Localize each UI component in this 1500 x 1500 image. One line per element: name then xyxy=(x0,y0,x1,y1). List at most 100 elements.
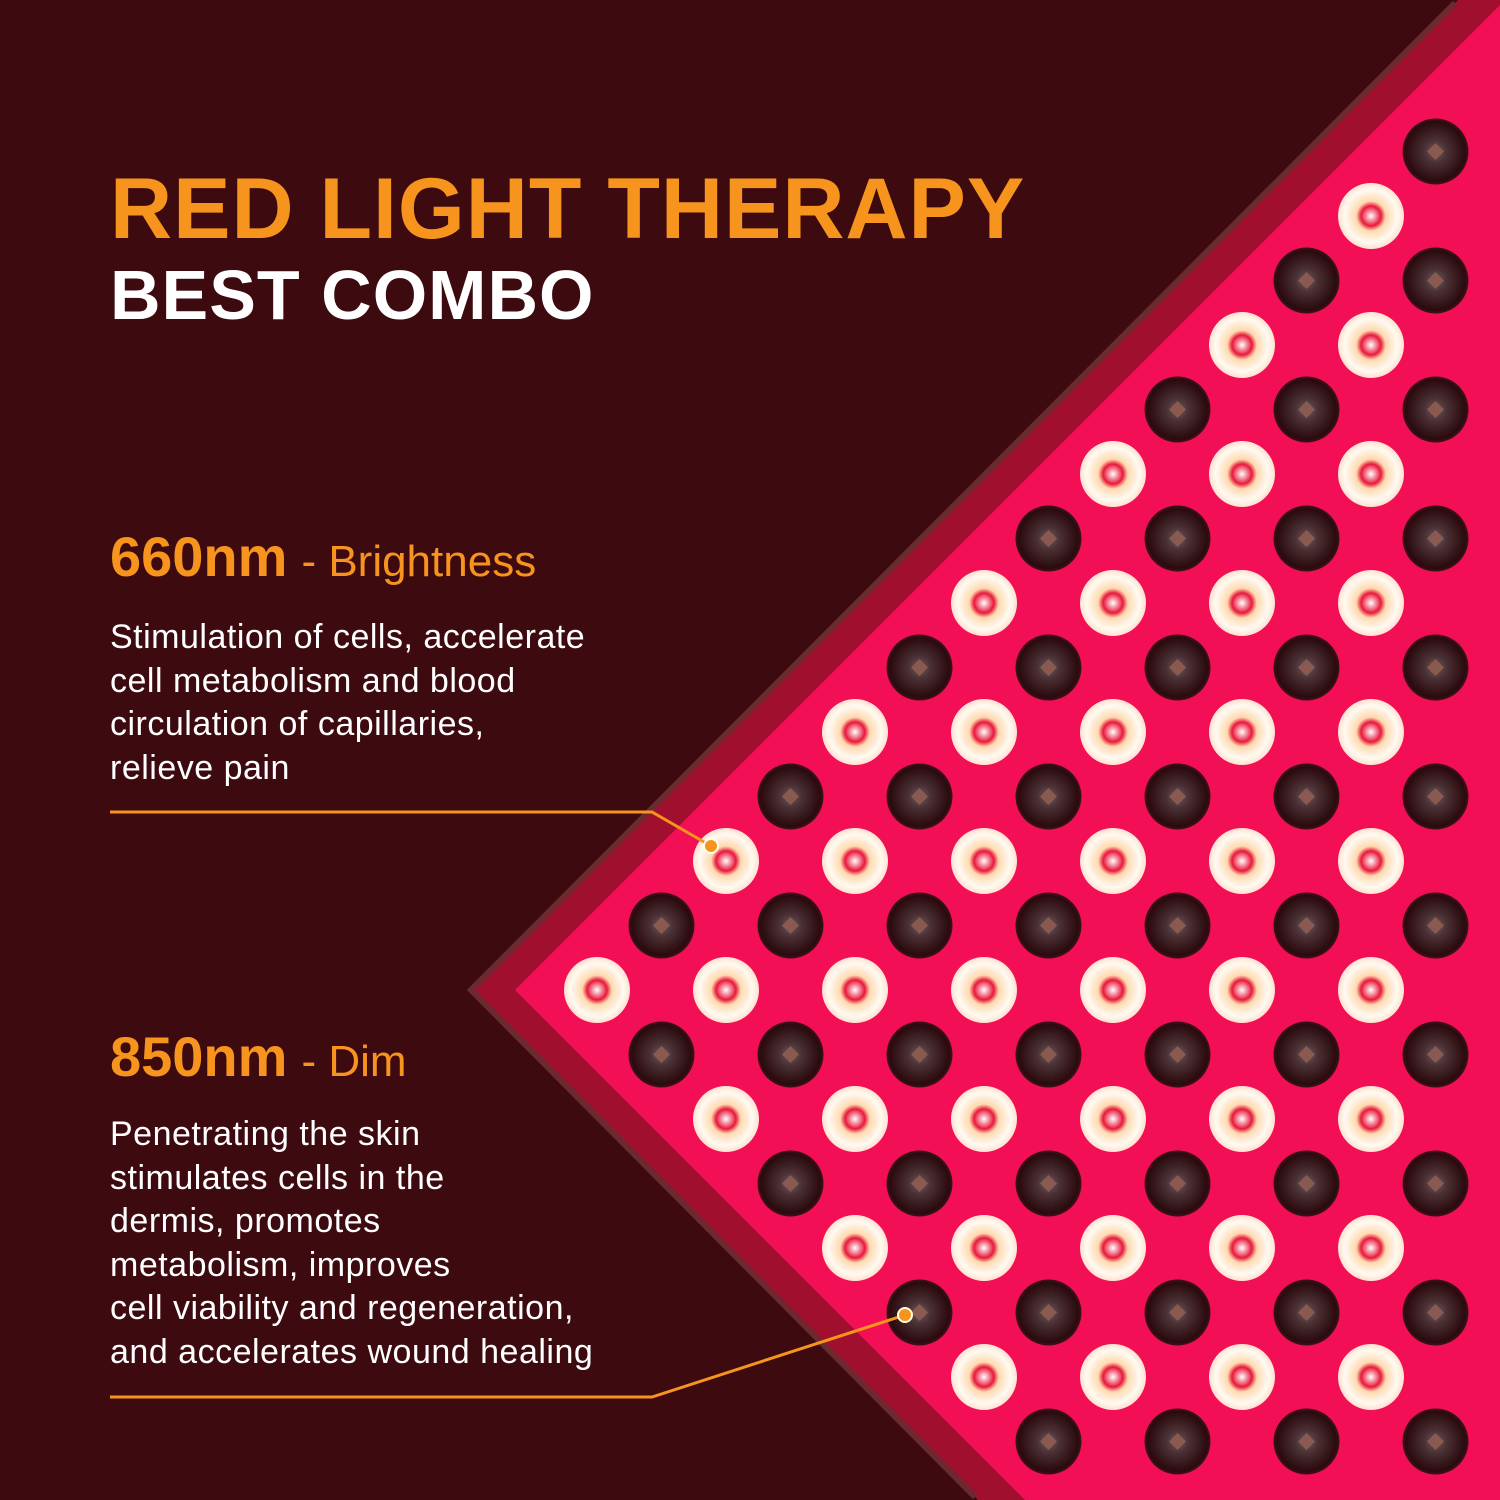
led-chip xyxy=(782,788,799,805)
led-chip xyxy=(1040,1304,1057,1321)
feature-heading-660nm: 660nm - Brightness xyxy=(110,524,536,589)
led-chip xyxy=(1040,1175,1057,1192)
led-660nm xyxy=(951,828,1017,894)
led-660nm xyxy=(951,1086,1017,1152)
led-660nm xyxy=(1080,699,1146,765)
led-660nm xyxy=(693,957,759,1023)
led-660nm xyxy=(693,828,759,894)
led-chip xyxy=(911,1175,928,1192)
led-chip xyxy=(653,1046,670,1063)
feature-description-850nm: Penetrating the skin stimulates cells in… xyxy=(110,1115,594,1371)
led-660nm xyxy=(1080,441,1146,507)
wavelength: 850nm xyxy=(110,1025,288,1088)
led-chip xyxy=(782,917,799,934)
led-chip xyxy=(782,1046,799,1063)
led-660nm xyxy=(1080,828,1146,894)
led-chip xyxy=(1427,917,1444,934)
page-subtitle: BEST COMBO xyxy=(110,256,595,334)
led-660nm xyxy=(1338,1344,1404,1410)
led-660nm xyxy=(1338,570,1404,636)
led-660nm xyxy=(1209,828,1275,894)
led-chip xyxy=(1040,917,1057,934)
led-chip xyxy=(911,1046,928,1063)
led-chip xyxy=(1298,659,1315,676)
led-660nm xyxy=(1338,957,1404,1023)
led-chip xyxy=(1427,1046,1444,1063)
led-660nm xyxy=(1338,1215,1404,1281)
led-660nm xyxy=(1209,312,1275,378)
led-chip xyxy=(1298,1046,1315,1063)
led-660nm xyxy=(822,699,888,765)
led-660nm xyxy=(1080,1344,1146,1410)
wavelength-label: - Brightness xyxy=(301,537,537,586)
led-chip xyxy=(1040,1046,1057,1063)
led-chip xyxy=(911,1304,928,1321)
led-chip xyxy=(1169,659,1186,676)
led-660nm xyxy=(822,1215,888,1281)
led-660nm xyxy=(951,957,1017,1023)
led-660nm xyxy=(951,699,1017,765)
led-chip xyxy=(1427,659,1444,676)
panel-frame-edge xyxy=(466,0,1458,1500)
led-660nm xyxy=(1338,312,1404,378)
led-660nm xyxy=(1338,699,1404,765)
led-chip xyxy=(1298,917,1315,934)
callout-dot-660nm xyxy=(703,838,719,854)
led-660nm xyxy=(1338,441,1404,507)
led-660nm xyxy=(822,1086,888,1152)
led-chip xyxy=(1298,530,1315,547)
led-chip xyxy=(911,659,928,676)
led-chip xyxy=(1298,1304,1315,1321)
led-chip xyxy=(1298,788,1315,805)
led-660nm xyxy=(693,1086,759,1152)
led-660nm xyxy=(1338,1086,1404,1152)
led-660nm xyxy=(822,828,888,894)
led-chip xyxy=(1040,530,1057,547)
led-660nm xyxy=(1209,1086,1275,1152)
wavelength-label: - Dim xyxy=(301,1037,407,1086)
led-chip xyxy=(1040,1433,1057,1450)
led-chip xyxy=(1169,1175,1186,1192)
led-660nm xyxy=(1080,1215,1146,1281)
led-660nm xyxy=(1080,1086,1146,1152)
led-660nm xyxy=(1209,699,1275,765)
led-chip xyxy=(1169,1433,1186,1450)
led-660nm xyxy=(951,1344,1017,1410)
led-chip xyxy=(1169,917,1186,934)
led-660nm xyxy=(1209,1215,1275,1281)
led-chip xyxy=(653,917,670,934)
callout-dot-850nm xyxy=(897,1307,913,1323)
led-chip xyxy=(1298,1175,1315,1192)
callout-line-660nm xyxy=(110,810,712,848)
feature-description-660nm: Stimulation of cells, accelerate cell me… xyxy=(110,618,586,787)
led-chip xyxy=(1169,1046,1186,1063)
page-title: RED LIGHT THERAPY xyxy=(110,161,1026,257)
led-chip xyxy=(1040,659,1057,676)
led-660nm xyxy=(951,570,1017,636)
led-chip xyxy=(1427,1433,1444,1450)
led-660nm xyxy=(1338,183,1404,249)
led-660nm xyxy=(1209,1344,1275,1410)
led-chip xyxy=(1298,1433,1315,1450)
led-660nm xyxy=(1209,441,1275,507)
led-chip xyxy=(1169,530,1186,547)
led-chip xyxy=(1427,788,1444,805)
led-chip xyxy=(1427,1175,1444,1192)
led-chip xyxy=(1427,1304,1444,1321)
led-chip xyxy=(1169,1304,1186,1321)
led-chip xyxy=(1169,788,1186,805)
led-660nm xyxy=(1080,957,1146,1023)
callout-line-850nm xyxy=(110,1313,906,1399)
led-660nm xyxy=(1338,828,1404,894)
led-chip xyxy=(911,917,928,934)
led-660nm xyxy=(951,1215,1017,1281)
led-660nm xyxy=(1209,570,1275,636)
wavelength: 660nm xyxy=(110,525,288,588)
led-660nm xyxy=(1209,957,1275,1023)
led-chip xyxy=(911,788,928,805)
led-660nm xyxy=(822,957,888,1023)
feature-heading-850nm: 850nm - Dim xyxy=(110,1024,407,1089)
led-660nm xyxy=(1080,570,1146,636)
led-chip xyxy=(1427,530,1444,547)
